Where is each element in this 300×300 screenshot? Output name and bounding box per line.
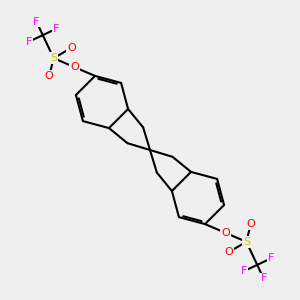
Text: S: S <box>243 237 250 247</box>
Text: O: O <box>67 43 76 53</box>
Text: O: O <box>70 62 79 72</box>
Text: O: O <box>221 228 230 238</box>
Text: F: F <box>33 16 40 26</box>
Text: F: F <box>53 24 60 34</box>
Text: F: F <box>240 266 247 276</box>
Text: O: O <box>45 71 53 81</box>
Text: F: F <box>268 254 274 263</box>
Text: F: F <box>26 37 32 46</box>
Text: S: S <box>50 53 57 63</box>
Text: O: O <box>247 219 255 229</box>
Text: O: O <box>224 247 233 257</box>
Text: F: F <box>260 274 267 284</box>
